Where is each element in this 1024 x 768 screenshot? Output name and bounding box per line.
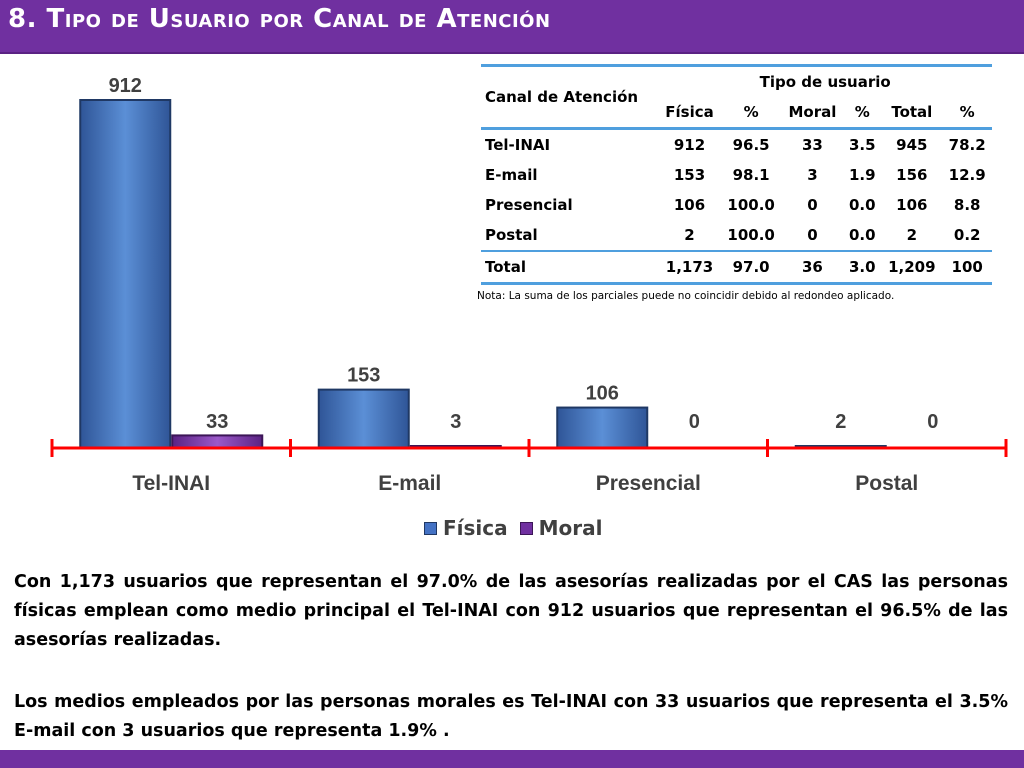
category-label: Postal (855, 472, 918, 495)
legend-label-moral: Moral (538, 516, 603, 540)
table-cell: 98.1 (732, 166, 770, 184)
bar-física-e-mail (317, 388, 410, 449)
bottom-bar (0, 750, 1024, 768)
table-cell: 100.0 (727, 226, 775, 244)
table-cell: 3.5 (848, 136, 876, 154)
table-total-cell: 1,173 (658, 250, 721, 284)
table-cell: 0.2 (953, 226, 981, 244)
table-header-channel: Canal de Atención (485, 88, 639, 106)
legend-item-fisica: Física (424, 516, 508, 540)
table-total-label: Total (481, 250, 659, 284)
category-label: Tel-INAI (132, 472, 210, 495)
data-label: 0 (927, 411, 938, 433)
category-label: Presencial (596, 472, 701, 495)
table-row-label: Presencial (485, 196, 573, 214)
table-subheader: % (854, 103, 870, 121)
table-total-cell: 3.0 (843, 250, 882, 284)
table-total-cell: 36 (781, 250, 844, 284)
data-label: 0 (689, 411, 700, 433)
table-subheader: Total (891, 103, 933, 121)
legend-swatch-fisica (424, 521, 437, 535)
table-cell: 1.9 (848, 166, 876, 184)
table-cell: 106 (673, 196, 706, 214)
table-row-label: Tel-INAI (485, 136, 551, 154)
table-row: E-mail 153 98.1 3 1.9 156 12.9 (481, 160, 992, 190)
legend-label-fisica: Física (443, 516, 508, 540)
table-cell: 3 (807, 166, 818, 184)
table-cell: 0 (807, 196, 818, 214)
table-cell: 0 (807, 226, 818, 244)
title-bar: 8. Tipo de Usuario por Canal de Atención (0, 0, 1024, 54)
table-cell: 153 (673, 166, 706, 184)
table-total-cell: 97.0 (720, 250, 782, 284)
table-cell: 12.9 (948, 166, 986, 184)
table-cell: 945 (896, 136, 928, 154)
table-subheader: Física (665, 103, 714, 121)
bar-física-tel-inai (79, 99, 172, 449)
paragraph-fisica: Con 1,173 usuarios que representan el 97… (14, 572, 1008, 650)
table-subheader: Moral (788, 103, 837, 121)
category-label: E-mail (378, 472, 441, 495)
table-cell: 78.2 (948, 136, 986, 154)
table-subheader-row: Física % Moral % Total % (481, 97, 992, 129)
chart-legend: Física Moral (424, 516, 603, 540)
table-total-row: Total 1,173 97.0 36 3.0 1,209 100 (481, 250, 992, 284)
page-title: 8. Tipo de Usuario por Canal de Atención (8, 4, 551, 34)
data-label: 3 (450, 411, 461, 433)
table-cell: 100.0 (727, 196, 775, 214)
table-cell: 106 (896, 196, 928, 214)
summary-table-container: Canal de Atención Tipo de usuario Física… (481, 64, 992, 285)
table-row: Presencial 106 100.0 0 0.0 106 8.8 (481, 190, 992, 220)
data-label: 2 (835, 411, 846, 433)
table-cell: 156 (896, 166, 928, 184)
table-cell: 2 (684, 226, 695, 244)
legend-swatch-moral (519, 521, 533, 535)
table-note: Nota: La suma de los parciales puede no … (477, 290, 895, 302)
table-subheader: % (743, 103, 759, 121)
bar-moral-tel-inai (171, 434, 264, 450)
table-row: Postal 2 100.0 0 0.0 2 0.2 (481, 220, 992, 251)
data-label: 106 (586, 383, 619, 405)
table-cell: 2 (906, 226, 918, 244)
table-row-label: Postal (485, 226, 538, 244)
table-header-row: Canal de Atención Tipo de usuario (481, 65, 992, 106)
data-label: 33 (206, 411, 228, 433)
data-label: 153 (347, 365, 380, 387)
table-cell: 33 (802, 136, 823, 154)
table-cell: 8.8 (953, 196, 981, 214)
bar-física-presencial (556, 406, 649, 450)
table-cell: 0.0 (848, 196, 876, 214)
table-row: Tel-INAI 912 96.5 33 3.5 945 78.2 (481, 129, 992, 161)
table-subheader: % (959, 103, 975, 121)
paragraph-moral: Los medios empleados por las personas mo… (14, 692, 1008, 741)
summary-table: Canal de Atención Tipo de usuario Física… (481, 64, 992, 285)
table-total-cell: 1,209 (881, 250, 943, 284)
data-label: 912 (109, 75, 142, 97)
table-row-label: E-mail (485, 166, 538, 184)
table-cell: 912 (673, 136, 706, 154)
table-header-group: Tipo de usuario (759, 73, 891, 91)
table-total-cell: 100 (942, 250, 992, 284)
table-cell: 0.0 (848, 226, 876, 244)
legend-item-moral: Moral (519, 516, 603, 540)
table-cell: 96.5 (732, 136, 770, 154)
